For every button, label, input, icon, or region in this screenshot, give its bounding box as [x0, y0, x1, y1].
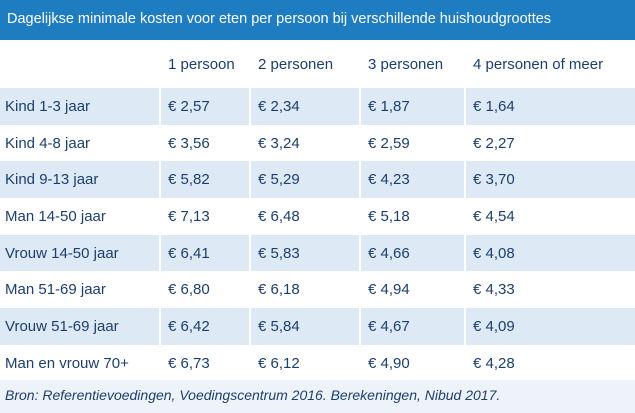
table-row: Kind 1-3 jaar € 2,57 € 2,34 € 1,87 € 1,64	[0, 88, 635, 125]
row-label: Kind 4-8 jaar	[5, 134, 91, 152]
cost-cell: € 4,09	[464, 308, 635, 345]
cost-cell: € 6,18	[249, 271, 360, 309]
table-row: Man 14-50 jaar € 7,13 € 6,48 € 5,18 € 4,54	[0, 198, 635, 235]
cost-cell: € 4,54	[464, 198, 635, 235]
cost-cell: € 1,87	[359, 88, 465, 125]
column-header: 1 persoon	[159, 40, 250, 88]
column-header: 3 personen	[359, 40, 465, 88]
cost-cell: € 4,33	[464, 271, 635, 309]
cost-cell: € 6,73	[159, 344, 250, 382]
cost-cell: € 5,82	[159, 161, 250, 199]
table-row: Man 51-69 jaar € 6,80 € 6,18 € 4,94 € 4,33	[0, 271, 635, 309]
cost-cell: € 3,70	[464, 161, 635, 199]
table-row: Kind 9-13 jaar € 5,82 € 5,29 € 4,23 € 3,70	[0, 161, 635, 199]
cost-cell: € 6,42	[159, 308, 250, 345]
cost-cell: € 6,12	[249, 344, 360, 382]
table-row: Man en vrouw 70+ € 6,73 € 6,12 € 4,90 € 4,28	[0, 344, 635, 382]
cost-cell: € 2,34	[249, 88, 360, 125]
cost-cell: € 4,94	[359, 271, 465, 309]
row-label: Kind 1-3 jaar	[0, 88, 160, 125]
cost-cell: € 2,59	[359, 124, 465, 162]
table-row: Vrouw 51-69 jaar € 6,42 € 5,84 € 4,67 € 4,09	[0, 308, 635, 345]
column-header: 2 personen	[249, 40, 360, 88]
row-label: Vrouw 14-50 jaar	[0, 234, 160, 272]
cost-cell: € 4,28	[464, 344, 635, 382]
column-header: 4 personen of meer	[464, 40, 635, 88]
cost-table: 1 persoon 2 personen 3 personen 4 personen …	[0, 40, 635, 382]
cost-cell: € 3,24	[249, 124, 360, 162]
cost-cell: € 7,13	[159, 198, 250, 235]
cost-cell: € 2,27	[464, 124, 635, 162]
row-label: Man en vrouw 70+	[5, 354, 129, 372]
column-header	[0, 40, 160, 88]
row-label: Vrouw 51-69 jaar	[0, 308, 160, 345]
cost-cell: € 6,80	[159, 271, 250, 309]
cost-cell: € 4,67	[359, 308, 465, 345]
cost-cell: € 3,56	[159, 124, 250, 162]
cost-cell: € 4,66	[359, 234, 465, 272]
cost-cell: € 4,23	[359, 161, 465, 199]
cost-cell: € 5,84	[249, 308, 360, 345]
table-row: Vrouw 14-50 jaar € 6,41 € 5,83 € 4,66 € 4,08	[0, 234, 635, 272]
cost-cell: € 4,08	[464, 234, 635, 272]
row-label: Kind 9-13 jaar	[0, 161, 160, 199]
table-title: Dagelijkse minimale kosten voor eten per…	[0, 0, 635, 40]
cost-cell: € 5,83	[249, 234, 360, 272]
header-row: 1 persoon 2 personen 3 personen 4 personen …	[0, 40, 635, 88]
cost-cell: € 5,29	[249, 161, 360, 199]
table-body: Kind 1-3 jaar € 2,57 € 2,34 € 1,87 € 1,64 Kin…	[0, 88, 635, 382]
table-row: Kind 4-8 jaar € 3,56 € 3,24 € 2,59 € 2,27	[0, 124, 635, 162]
cost-cell: € 6,41	[159, 234, 250, 272]
row-label: Man 51-69 jaar	[5, 281, 106, 299]
cost-cell: € 5,18	[359, 198, 465, 235]
cost-cell: € 1,64	[464, 88, 635, 125]
cost-cell: € 2,57	[159, 88, 250, 125]
cost-cell: € 6,48	[249, 198, 360, 235]
cost-cell: € 4,90	[359, 344, 465, 382]
row-label: Man 14-50 jaar	[5, 207, 106, 225]
source-note: Bron: Referentievoedingen, Voedingscentr…	[0, 380, 635, 413]
